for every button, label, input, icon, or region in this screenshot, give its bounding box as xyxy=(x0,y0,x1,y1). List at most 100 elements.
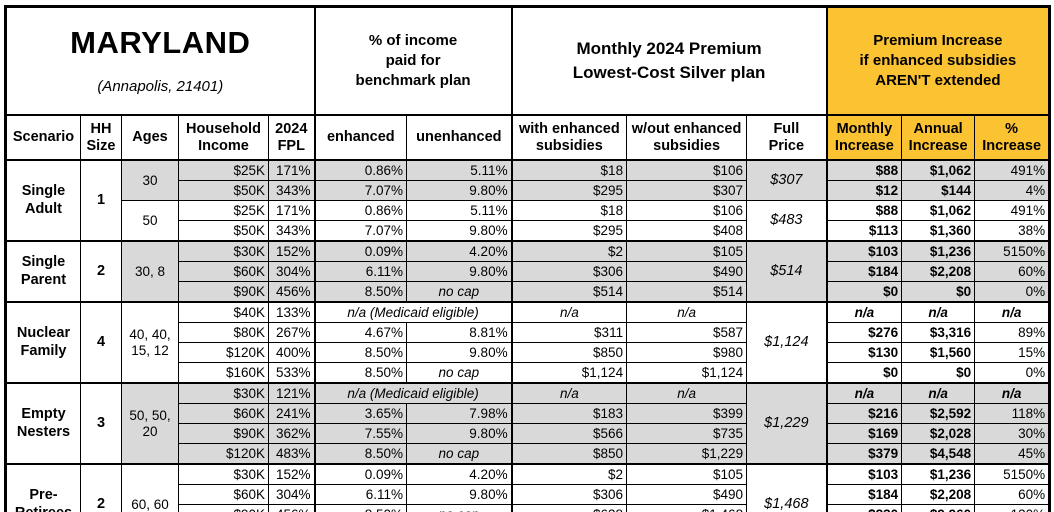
unenhanced-cell: no cap xyxy=(406,504,513,512)
fpl-cell: 171% xyxy=(267,200,316,222)
table-row: $80K 267% 4.67% 8.81% $311 $587 $276 $3,316 89% xyxy=(6,322,1051,344)
pct-increase-cell: 5150% xyxy=(974,240,1051,263)
ages-cell: 50 xyxy=(121,200,179,242)
annual-increase-cell: $0 xyxy=(901,362,976,384)
monthly-increase-cell: $12 xyxy=(825,180,903,202)
with-subsidies-cell: n/a xyxy=(510,382,628,405)
pct-increase-cell: 118% xyxy=(974,403,1051,425)
pct-increase-cell: 45% xyxy=(974,443,1051,465)
column-header-ages: Ages xyxy=(121,114,179,162)
fpl-cell: 533% xyxy=(267,362,316,384)
with-subsidies-cell: $295 xyxy=(510,180,628,202)
full-price-cell: $1,124 xyxy=(746,301,828,384)
full-price-cell: $307 xyxy=(746,159,828,202)
pct-increase-cell: 4% xyxy=(974,180,1051,202)
monthly-increase-cell: $184 xyxy=(825,484,903,506)
without-subsidies-cell: $980 xyxy=(626,342,748,364)
enhanced-cell: 8.50% xyxy=(313,281,408,303)
unenhanced-cell: 7.98% xyxy=(406,403,513,425)
with-subsidies-cell: $2 xyxy=(510,463,628,486)
enhanced-cell: 0.09% xyxy=(313,463,408,486)
hh-size-cell: 2 xyxy=(80,240,122,303)
table-row: Empty Nesters 3 50, 50, 20 $30K 121% n/a (Med… xyxy=(5,382,1051,465)
household-income-cell: $60K xyxy=(178,484,269,506)
household-income-cell: $90K xyxy=(178,504,269,512)
table-row: $50K 343% 7.07% 9.80% $295 $408 $113 $1,360 38% xyxy=(6,220,1051,242)
enhanced-cell: 7.07% xyxy=(313,180,408,202)
household-income-cell: $160K xyxy=(178,362,269,384)
without-subsidies-cell: $1,124 xyxy=(626,362,748,384)
fpl-cell: 343% xyxy=(267,180,316,202)
with-subsidies-cell: $566 xyxy=(510,423,628,445)
unenhanced-cell: 9.80% xyxy=(406,180,513,202)
table-row: $60K 304% 6.11% 9.80% $306 $490 $184 $2,208 60% xyxy=(6,261,1051,283)
without-subsidies-cell: $490 xyxy=(626,261,748,283)
pct-increase-cell: 15% xyxy=(974,342,1051,364)
enhanced-cell: 6.11% xyxy=(313,261,408,283)
monthly-increase-cell: $103 xyxy=(825,240,903,263)
full-price-cell: $483 xyxy=(746,200,828,242)
pct-increase-cell: 0% xyxy=(974,362,1051,384)
scenario-name-cell: Single Adult xyxy=(5,159,81,242)
enhanced-cell: 7.55% xyxy=(313,423,408,445)
annual-increase-cell: n/a xyxy=(901,382,976,405)
household-income-cell: $25K xyxy=(178,200,269,222)
household-income-cell: $120K xyxy=(178,443,269,465)
monthly-increase-cell: $0 xyxy=(825,281,903,303)
enhanced-cell: 0.86% xyxy=(313,159,408,182)
table-row: Pre- Retirees260, 60$30K152%0.09%4.20%$2… xyxy=(5,463,1051,512)
unenhanced-cell: no cap xyxy=(406,362,513,384)
table-row: $90K 362% 7.55% 9.80% $566 $735 $169 $2,028 30% xyxy=(6,423,1051,445)
enhanced-cell: 4.67% xyxy=(313,322,408,344)
table-row: $60K 241% 3.65% 7.98% $183 $399 $216 $2,592 118% xyxy=(6,403,1051,425)
enhanced-cell: 6.11% xyxy=(313,484,408,506)
premium-group-header: Monthly 2024 Premium Lowest-Cost Silver … xyxy=(510,6,828,117)
fpl-cell: 456% xyxy=(267,281,316,303)
with-subsidies-cell: $306 xyxy=(510,484,628,506)
medicaid-note-cell: n/a (Medicaid eligible) xyxy=(313,382,513,405)
increase-group-header: Premium Increase if enhanced subsidies A… xyxy=(825,6,1051,117)
without-subsidies-cell: $399 xyxy=(626,403,748,425)
benchmark-group-header: % of income paid for benchmark plan xyxy=(313,6,513,117)
household-income-cell: $60K xyxy=(178,403,269,425)
with-subsidies-cell: $183 xyxy=(510,403,628,425)
monthly-increase-cell: $216 xyxy=(825,403,903,425)
fpl-cell: 483% xyxy=(267,443,316,465)
table-row: Single Adult 1 30 $25K 171% 0.86% 5.11% $18 $106… xyxy=(5,159,1051,242)
without-subsidies-cell: $106 xyxy=(626,159,748,182)
pct-increase-cell: 491% xyxy=(974,200,1051,222)
column-header-pct-increase: % Increase xyxy=(974,114,1051,162)
without-subsidies-cell: $490 xyxy=(626,484,748,506)
table-title-block: MARYLAND (Annapolis, 21401) xyxy=(4,6,316,117)
table-row: $60K 304% 6.11% 9.80% $306 $490 $184 $2,208 60% xyxy=(6,484,1051,506)
column-header-enhanced: enhanced xyxy=(313,114,408,162)
annual-increase-cell: $2,028 xyxy=(901,423,976,445)
table-row: $120K 400% 8.50% 9.80% $850 $980 $130 $1,560 15% xyxy=(6,342,1051,364)
annual-increase-cell: $2,592 xyxy=(901,403,976,425)
household-income-cell: $50K xyxy=(178,180,269,202)
with-subsidies-cell: $295 xyxy=(510,220,628,242)
full-price-cell: $514 xyxy=(746,240,828,303)
unenhanced-cell: 5.11% xyxy=(406,200,513,222)
table-row: Single Parent 2 30, 8 $30K 152% 0.09% 4.20% $2 $… xyxy=(5,240,1051,303)
enhanced-cell: 8.50% xyxy=(313,504,408,512)
fpl-cell: 304% xyxy=(267,261,316,283)
annual-increase-cell: $3,316 xyxy=(901,322,976,344)
pct-increase-cell: 5150% xyxy=(974,463,1051,486)
with-subsidies-cell: $18 xyxy=(510,200,628,222)
ages-cell: 30 xyxy=(121,159,179,202)
household-income-cell: $30K xyxy=(178,382,269,405)
fpl-cell: 121% xyxy=(267,382,316,405)
column-header-row: Scenario HH Size Ages Household Income 2… xyxy=(5,114,1051,162)
monthly-increase-cell: $184 xyxy=(825,261,903,283)
without-subsidies-cell: n/a xyxy=(626,301,748,324)
annual-increase-cell: $1,236 xyxy=(901,463,976,486)
column-header-annual-increase: Annual Increase xyxy=(901,114,976,162)
state-location: (Annapolis, 21401) xyxy=(97,78,224,96)
with-subsidies-cell: n/a xyxy=(510,301,628,324)
without-subsidies-cell: $105 xyxy=(626,463,748,486)
column-header-unenhanced: unenhanced xyxy=(406,114,513,162)
fpl-cell: 267% xyxy=(267,322,316,344)
household-income-cell: $30K xyxy=(178,240,269,263)
